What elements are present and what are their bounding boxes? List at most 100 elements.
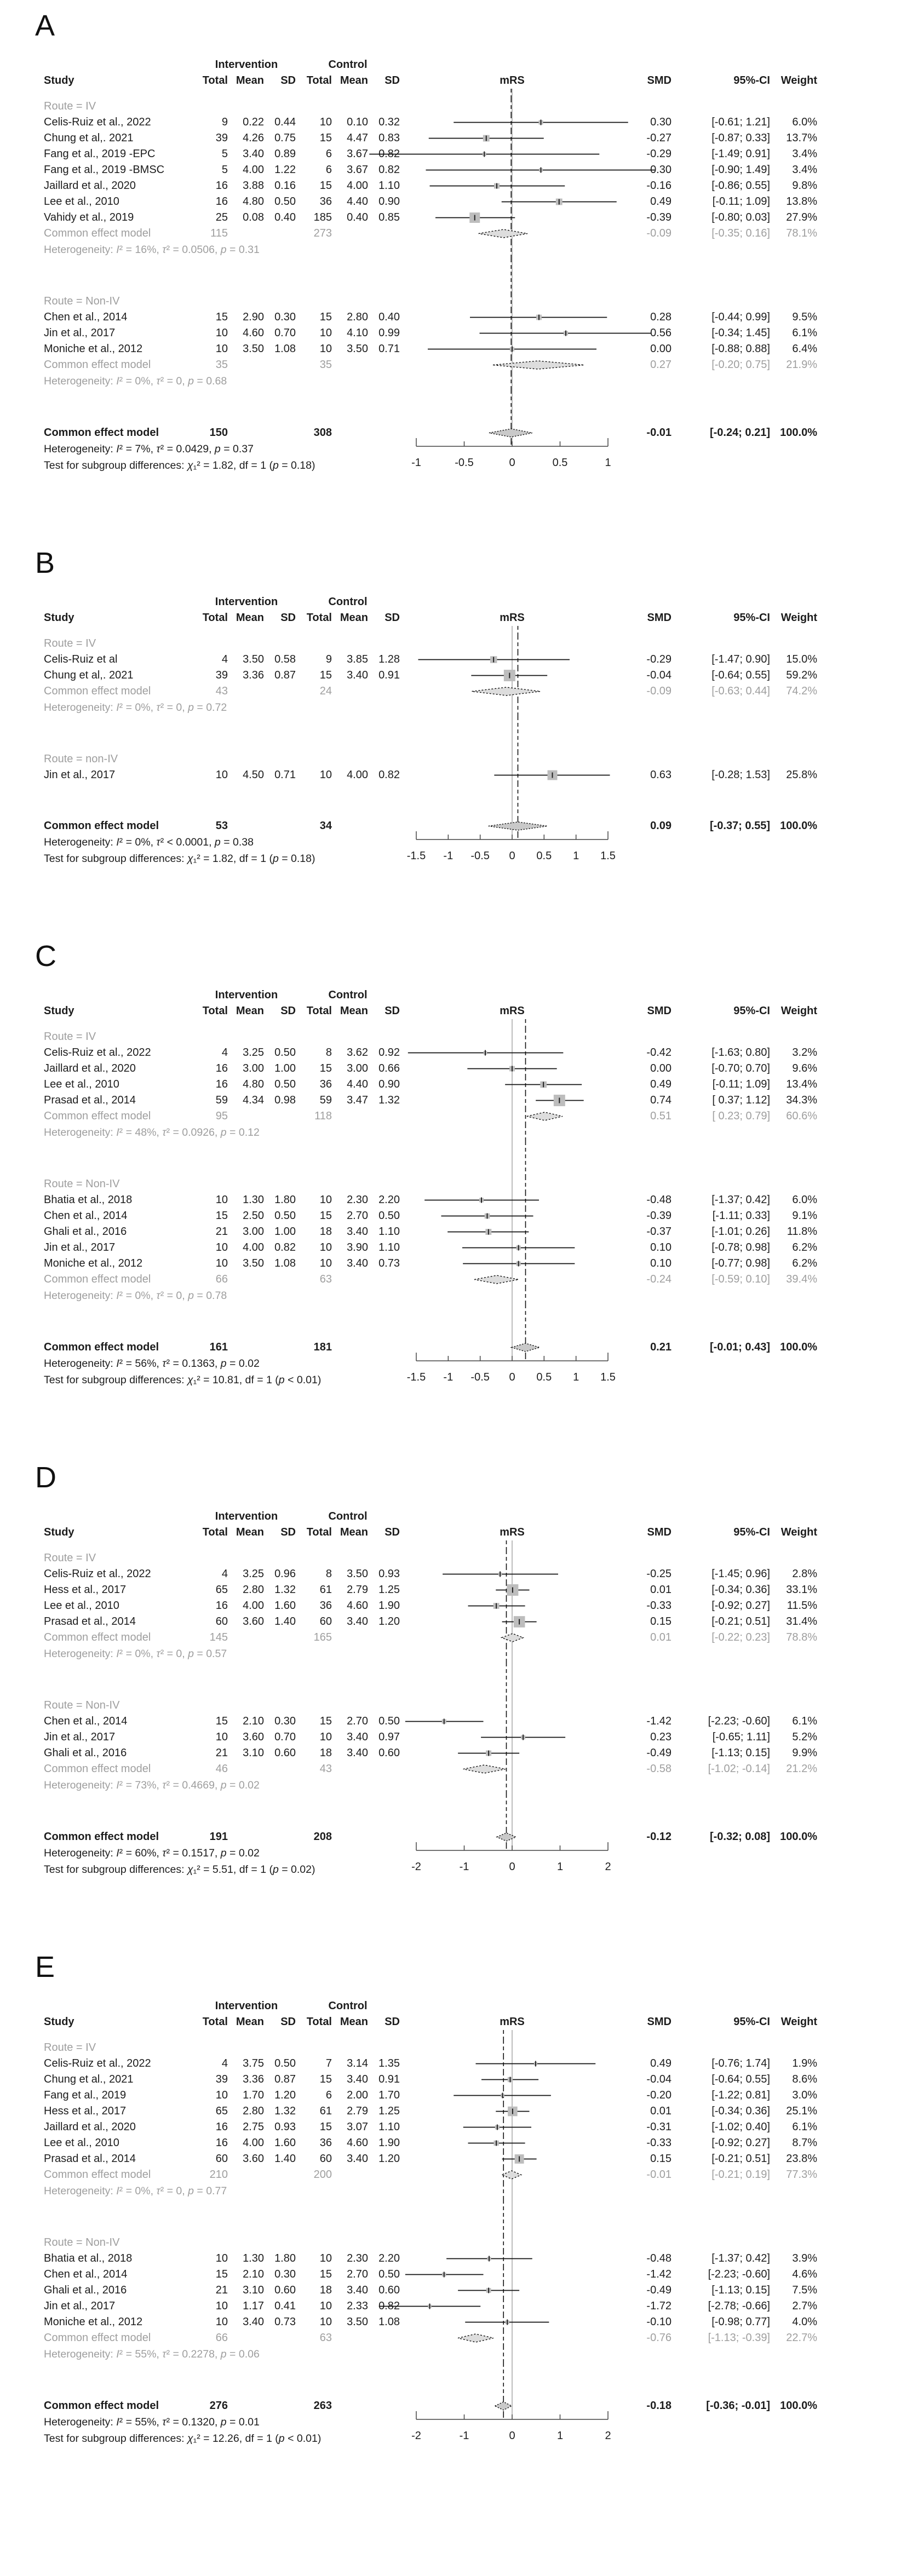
axis-tick-label: 0.5	[536, 1371, 552, 1383]
plot-cell	[400, 1019, 624, 1029]
smd-value: 0.49	[650, 2057, 672, 2069]
control-total: 6	[325, 2089, 332, 2101]
intervention-sd: 1.32	[274, 1584, 296, 1596]
ci-value: [-1.49; 0.91]	[711, 148, 770, 160]
plot-segment	[506, 1794, 513, 1829]
ci-value: [-2.23; -0.60]	[708, 2268, 770, 2280]
point-estimate-tick	[429, 2303, 431, 2309]
weight-value: 100.0%	[780, 2400, 817, 2412]
control-total: 36	[319, 196, 332, 208]
plot-cell	[400, 1614, 624, 1630]
forest-plot: Intervention Control Study Total Mean SD Total…	[44, 57, 901, 493]
control-sd: 0.50	[378, 1210, 400, 1222]
intervention-mean: 4.80	[243, 1078, 264, 1090]
footer-stats: Heterogeneity: I² = 56%, τ² = 0.1363, p …	[44, 1355, 400, 1388]
weight-value: 5.2%	[792, 1731, 817, 1743]
point-estimate-tick	[486, 1213, 488, 1219]
smd-value: 0.09	[650, 820, 672, 832]
smd-column-header: SMD	[647, 1005, 672, 1017]
study-name: Jin et al., 2017	[44, 1731, 116, 1743]
control-mean: 2.79	[347, 1584, 368, 1596]
plot-segment	[512, 1029, 526, 1045]
intervention-mean: 0.08	[243, 211, 264, 223]
intervention-total: 10	[215, 2089, 228, 2101]
smd-column-header: SMD	[647, 74, 672, 87]
plot-cell	[400, 1714, 624, 1729]
intervention-group-header: Intervention	[215, 2000, 278, 2012]
plot-segment	[428, 341, 596, 357]
study-column-header: Study	[44, 612, 74, 624]
ci-value: [-1.37; 0.42]	[711, 1194, 770, 1206]
study-name: Common effect model	[44, 2400, 159, 2412]
plot-cell	[400, 114, 628, 130]
study-row: Lee et al., 2010 16 4.00 1.60 36 4.60 1.90 -0.3…	[44, 2135, 901, 2151]
study-row: Chen et al., 2014 15 2.50 0.50 15 2.70 0.50 -0.…	[44, 1208, 901, 1224]
plot-segment	[481, 2072, 539, 2088]
x-axis: -1.5 -1 -0.5 0 0.5 1 1.5	[407, 1353, 616, 1383]
intervention-total: 210	[209, 2169, 228, 2181]
plot-cell	[400, 162, 655, 178]
control-total: 273	[313, 227, 332, 239]
plot-cell	[400, 341, 624, 357]
control-sd: 1.10	[378, 180, 400, 192]
forest-plot: Intervention Control Study Total Mean SD Total…	[44, 987, 901, 1408]
heterogeneity-row: Heterogeneity: I² = 0%, τ² = 0, p = 0.78	[44, 1287, 901, 1304]
weight-value: 9.6%	[792, 1062, 817, 1074]
point-estimate-tick	[540, 167, 542, 173]
control-mean: 3.07	[347, 2121, 368, 2133]
total-column-header: Total	[306, 1005, 332, 1017]
control-group-header: Control	[328, 59, 368, 71]
plot-segment	[462, 1240, 575, 1256]
control-total: 15	[319, 132, 332, 144]
study-row: Moniche et al., 2012 10 3.50 1.08 10 3.40 0.73…	[44, 1256, 901, 1272]
intervention-total: 15	[215, 311, 228, 323]
weight-value: 27.9%	[786, 211, 817, 223]
intervention-total: 16	[215, 2137, 228, 2149]
footer-stats: Heterogeneity: I² = 55%, τ² = 0.1320, p …	[44, 2414, 400, 2447]
heterogeneity-row: Heterogeneity: I² = 0%, τ² = 0, p = 0.77	[44, 2183, 901, 2200]
smd-value: -0.12	[646, 1831, 672, 1843]
smd-value: -0.42	[646, 1046, 672, 1059]
axis-tick-label: 1	[557, 1861, 563, 1873]
control-mean: 3.40	[347, 669, 368, 681]
plot-cell	[400, 1208, 624, 1224]
plot-segment	[405, 2267, 513, 2282]
footer-stats: Heterogeneity: I² = 60%, τ² = 0.1517, p …	[44, 1845, 400, 1878]
plot-cell	[400, 242, 624, 258]
intervention-sd: 0.87	[274, 2073, 296, 2085]
weight-value: 9.9%	[792, 1747, 817, 1759]
control-total: 60	[319, 1615, 332, 1628]
intervention-total: 9	[221, 116, 228, 128]
mean-column-header: Mean	[340, 74, 368, 87]
intervention-mean: 3.00	[243, 1226, 264, 1238]
overall-row: Common effect model 161 181 0.21 [-0.01; 0.4…	[44, 1339, 901, 1355]
study-name: Common effect model	[44, 2332, 151, 2344]
group-header-row: Intervention Control	[44, 1509, 901, 1525]
study-name: Common effect model	[44, 427, 159, 439]
control-total: 18	[319, 2284, 332, 2296]
intervention-sd: 0.50	[274, 1078, 296, 1090]
subgroup-diamond	[472, 687, 541, 696]
forest-panel-e: E Intervention Control Study Total Mean SD Tot…	[35, 1952, 901, 2466]
plot-segment	[478, 226, 528, 242]
plot-cell	[400, 1192, 624, 1208]
study-row: Bhatia et al., 2018 10 1.30 1.80 10 2.30 2.20 -…	[44, 1192, 901, 1208]
study-name: Common effect model	[44, 1631, 151, 1643]
control-total: 34	[319, 820, 332, 832]
plot-cell	[400, 2088, 624, 2103]
control-mean: 3.50	[347, 2316, 368, 2328]
plot-cell	[400, 1598, 624, 1614]
intervention-total: 25	[215, 211, 228, 223]
study-name: Common effect model	[44, 1110, 151, 1122]
smd-value: -0.04	[646, 2073, 672, 2085]
ci-value: [ 0.37; 1.12]	[712, 1094, 770, 1106]
smd-value: -0.01	[646, 427, 672, 439]
weight-value: 2.8%	[792, 1568, 817, 1580]
subgroup-diamond	[463, 1764, 506, 1774]
spacer-row	[44, 1663, 901, 1698]
control-total: 18	[319, 1747, 332, 1759]
study-name: Lee et al., 2010	[44, 1600, 119, 1612]
plot-segment	[512, 1019, 526, 1029]
intervention-mean: 4.00	[243, 2137, 264, 2149]
intervention-mean: 4.50	[243, 769, 264, 781]
